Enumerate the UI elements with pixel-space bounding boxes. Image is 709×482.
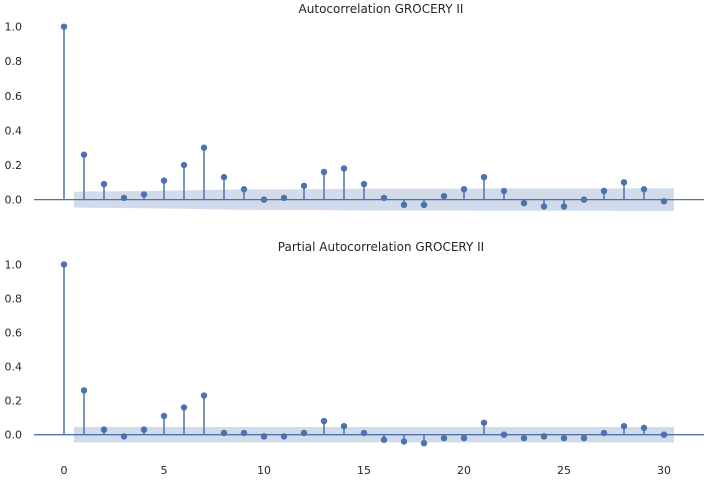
pacf-point [580, 434, 588, 442]
pacf-point [60, 261, 68, 268]
acf-point [440, 192, 448, 200]
pacf-point [340, 422, 348, 430]
acf-point [160, 177, 168, 184]
acf-point [300, 182, 308, 189]
pacf-ytick-label: 1.0 [5, 259, 23, 272]
pacf-point [540, 433, 548, 440]
pacf-xtick-label: 25 [557, 464, 571, 477]
pacf-point [440, 434, 448, 442]
acf-point [60, 23, 68, 30]
pacf-point [640, 424, 648, 432]
pacf-point [120, 433, 128, 440]
pacf-xtick-label: 5 [161, 464, 168, 477]
acf-point [180, 161, 188, 169]
pacf-point [260, 433, 268, 440]
pacf-point [300, 429, 308, 437]
pacf-ytick-label: 0.8 [5, 293, 23, 306]
pacf-point [80, 387, 88, 394]
pacf-point [400, 438, 408, 445]
acf-point [660, 198, 668, 205]
pacf-xtick-label: 20 [457, 464, 471, 477]
acf-point [500, 187, 508, 195]
pacf-point [180, 404, 188, 411]
acf-point [120, 194, 128, 202]
pacf-point [100, 426, 108, 433]
acf-ytick-label: 0.6 [5, 90, 23, 103]
acf-point [100, 180, 108, 188]
acf-point [580, 196, 588, 203]
acf-ytick-label: 0.8 [5, 55, 23, 68]
pacf-point [280, 433, 288, 440]
acf-point [520, 199, 528, 207]
acf-point [540, 203, 548, 210]
pacf-ytick-label: 0.2 [5, 395, 23, 408]
acf-point [400, 201, 408, 209]
acf-ytick-label: 0.0 [5, 194, 23, 207]
pacf-xtick-label: 0 [61, 464, 68, 477]
acf-panel: Autocorrelation GROCERY II 0.0 0.2 0.4 0.6 0.… [5, 2, 704, 211]
pacf-point [220, 429, 228, 437]
acf-point [260, 196, 268, 203]
pacf-point [360, 429, 368, 437]
acf-point [460, 186, 468, 193]
pacf-point [140, 426, 148, 433]
pacf-point [160, 412, 168, 420]
acf-point [140, 191, 148, 198]
pacf-point [320, 417, 328, 425]
pacf-ytick-label: 0.4 [5, 361, 23, 374]
pacf-xtick-label: 30 [657, 464, 671, 477]
pacf-point [520, 434, 528, 442]
acf-point [240, 186, 248, 193]
pacf-point [480, 419, 488, 426]
pacf-point [420, 439, 428, 447]
pacf-point [200, 392, 208, 399]
acf-point [280, 194, 288, 202]
acf-point [380, 194, 388, 202]
pacf-point [600, 429, 608, 437]
pacf-point [380, 436, 388, 443]
acf-point [600, 187, 608, 195]
pacf-point [660, 431, 668, 438]
pacf-ytick-label: 0.0 [5, 429, 23, 442]
acf-point [420, 201, 428, 209]
pacf-title: Partial Autocorrelation GROCERY II [278, 240, 484, 254]
pacf-xtick-label: 10 [257, 464, 271, 477]
acf-point [340, 165, 348, 172]
acf-title: Autocorrelation GROCERY II [299, 2, 464, 16]
pacf-point [500, 431, 508, 438]
pacf-ytick-label: 0.6 [5, 327, 23, 340]
pacf-point [460, 434, 468, 442]
acf-ytick-label: 0.2 [5, 159, 23, 172]
pacf-panel: Partial Autocorrelation GROCERY II 0.0 0.2… [5, 240, 704, 477]
pacf-point [620, 422, 628, 430]
acf-point [560, 203, 568, 210]
acf-point [320, 168, 328, 176]
pacf-point [560, 434, 568, 442]
acf-point [480, 173, 488, 181]
pacf-xtick-label: 15 [357, 464, 371, 477]
acf-point [360, 180, 368, 188]
acf-point [640, 186, 648, 193]
acf-point [220, 173, 228, 181]
pacf-point [240, 429, 248, 437]
acf-point [80, 151, 88, 158]
acf-point [200, 144, 208, 151]
acf-point [620, 179, 628, 186]
acf-ytick-label: 0.4 [5, 124, 23, 137]
acf-ytick-label: 1.0 [5, 21, 23, 34]
